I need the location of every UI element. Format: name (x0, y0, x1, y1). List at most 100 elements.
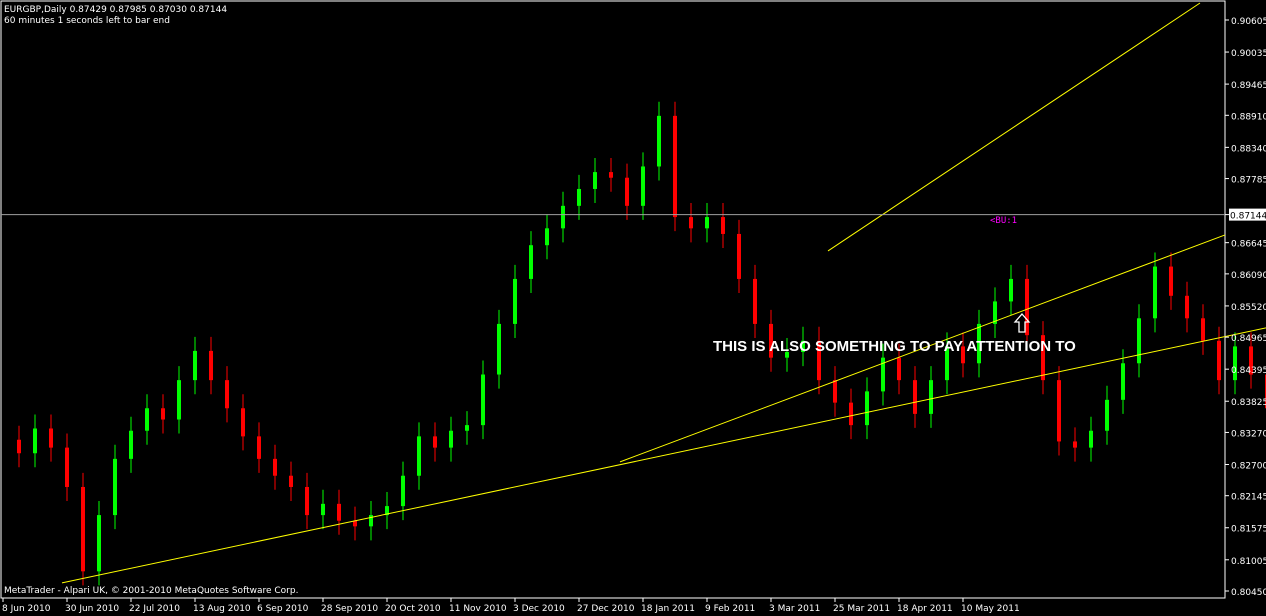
candle-body (193, 350, 197, 381)
candle-body (1185, 295, 1189, 319)
candle-body (961, 346, 965, 364)
x-tick-label: 27 Dec 2010 (577, 604, 635, 614)
candle-body (433, 436, 437, 448)
y-tick-label: 0.83825 (1231, 398, 1266, 408)
candle-body (785, 352, 789, 358)
candle-body (513, 278, 517, 324)
candle-body (257, 436, 261, 459)
candle-body (529, 245, 533, 279)
candle-body (385, 506, 389, 516)
candle-body (369, 515, 373, 527)
y-tick-label: 0.84395 (1231, 366, 1266, 376)
current-price-label: 0.87144 (1230, 212, 1266, 222)
candle-body (977, 323, 981, 364)
candle-body (1249, 346, 1253, 375)
candle-body (481, 374, 485, 426)
candle-body (1041, 335, 1045, 381)
x-tick-label: 3 Dec 2010 (513, 604, 565, 614)
candle-body (177, 380, 181, 420)
trendline (619, 234, 1226, 463)
candle-body (1137, 318, 1141, 364)
y-tick-label: 0.83270 (1231, 429, 1266, 439)
candle-body (1057, 380, 1061, 442)
candle-body (353, 520, 357, 527)
candle-body (49, 428, 53, 448)
candle-body (929, 380, 933, 414)
x-tick-label: 28 Sep 2010 (321, 604, 378, 614)
candle-body (753, 278, 757, 324)
y-tick-label: 0.88910 (1231, 112, 1266, 122)
candle-body (657, 115, 661, 167)
candle-body (577, 188, 581, 206)
candle-body (609, 172, 613, 178)
candle-body (289, 475, 293, 487)
price-axis: 0.90605 0.90035 0.89465 0.88910 0.88340 0.877… (1225, 17, 1266, 598)
y-tick-label: 0.84965 (1231, 334, 1266, 344)
y-tick-label: 0.86645 (1231, 240, 1266, 250)
candle-body (593, 172, 597, 189)
y-tick-label: 0.80450 (1231, 588, 1266, 598)
y-tick-label: 0.90035 (1231, 49, 1266, 59)
candle-body (1009, 278, 1013, 302)
arrow-up-icon[interactable] (1013, 313, 1031, 333)
candle-body (273, 458, 277, 476)
candle-body (113, 458, 117, 516)
candle-body (801, 340, 805, 353)
trendline (827, 2, 1201, 252)
y-tick-label: 0.81005 (1231, 557, 1266, 567)
object-label: <BU:1 (990, 216, 1017, 226)
x-tick-label: 11 Nov 2010 (449, 604, 507, 614)
x-tick-label: 22 Jul 2010 (129, 604, 180, 614)
candles (17, 101, 1266, 586)
trendlines[interactable] (1, 2, 1266, 584)
plot-border (0, 0, 1226, 599)
x-tick-label: 6 Sep 2010 (257, 604, 309, 614)
candle-body (641, 166, 645, 206)
x-tick-label: 25 Mar 2011 (833, 604, 890, 614)
candle-body (497, 323, 501, 375)
y-tick-label: 0.89465 (1231, 81, 1266, 91)
candle-body (225, 380, 229, 409)
candle-body (1201, 318, 1205, 341)
candle-body (545, 228, 549, 246)
x-tick-label: 3 Mar 2011 (769, 604, 820, 614)
candle-body (817, 340, 821, 381)
candle-body (1233, 346, 1237, 381)
candle-body (209, 350, 213, 381)
candle-body (129, 430, 133, 459)
x-tick-label: 9 Feb 2011 (705, 604, 755, 614)
y-tick-label: 0.85520 (1231, 303, 1266, 313)
trendline (61, 327, 1266, 584)
y-tick-label: 0.87785 (1231, 176, 1266, 186)
candle-body (17, 439, 21, 454)
candle-body (913, 380, 917, 414)
candle-body (1073, 441, 1077, 448)
candle-body (401, 475, 405, 507)
candle-body (897, 357, 901, 381)
symbol-info: EURGBP,Daily 0.87429 0.87985 0.87030 0.8… (4, 5, 227, 15)
annotation-text[interactable]: THIS IS ALSO SOMETHING TO PAY ATTENTION … (713, 338, 1076, 355)
candle-body (1025, 278, 1029, 336)
candle-body (721, 217, 725, 234)
candle-body (465, 425, 469, 431)
candle-body (1121, 363, 1125, 400)
x-tick-label: 18 Jan 2011 (641, 604, 695, 614)
candle-body (1105, 399, 1109, 431)
candle-body (993, 301, 997, 324)
candle-body (1217, 340, 1221, 381)
time-axis: 8 Jun 2010 30 Jun 2010 22 Jul 2010 13 Aug 2… (2, 598, 1020, 614)
y-tick-label: 0.82700 (1231, 461, 1266, 471)
candle-body (321, 503, 325, 516)
candle-body (65, 447, 69, 487)
candle-body (1089, 430, 1093, 448)
x-tick-label: 30 Jun 2010 (65, 604, 119, 614)
x-tick-label: 10 May 2011 (961, 604, 1020, 614)
x-tick-label: 20 Oct 2010 (385, 604, 441, 614)
x-tick-label: 8 Jun 2010 (2, 604, 51, 614)
y-tick-label: 0.88340 (1231, 144, 1266, 154)
y-tick-label: 0.81575 (1231, 525, 1266, 535)
candle-body (833, 380, 837, 403)
x-tick-label: 18 Apr 2011 (897, 604, 953, 614)
candle-body (305, 486, 309, 516)
